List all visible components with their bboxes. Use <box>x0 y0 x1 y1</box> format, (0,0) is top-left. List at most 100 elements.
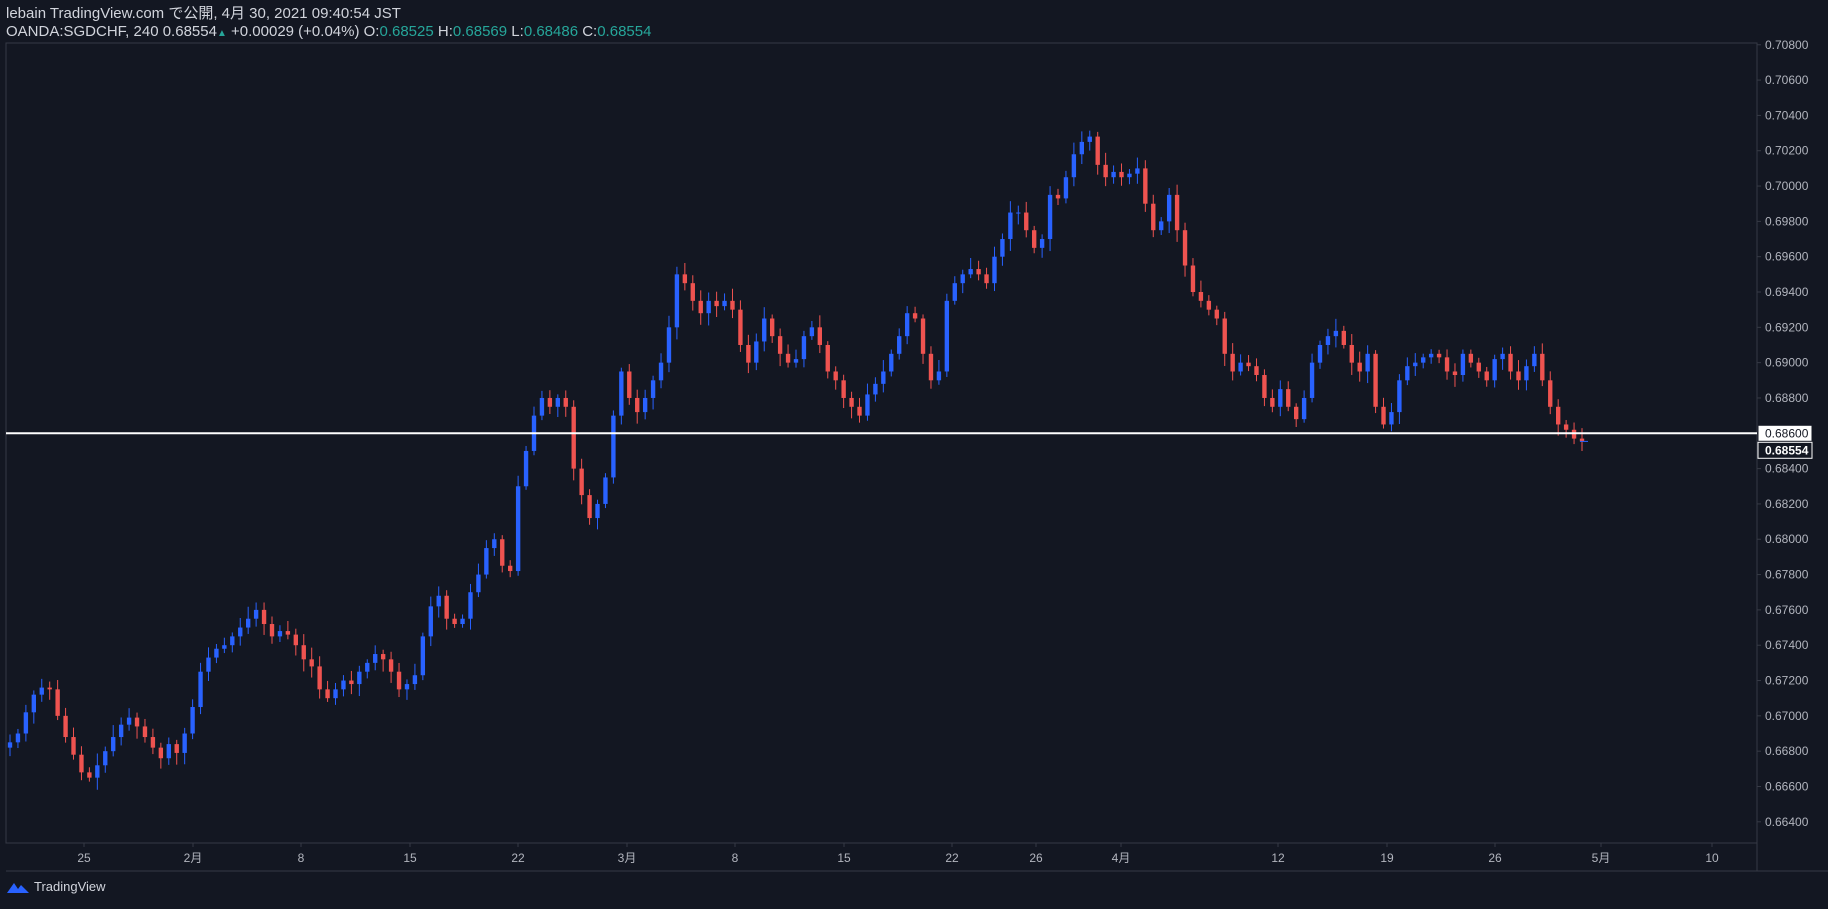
candle-body <box>1579 438 1585 442</box>
time-tick-label: 25 <box>77 851 91 865</box>
price-tick-label: 0.66400 <box>1765 815 1809 829</box>
candle-body <box>1174 194 1180 231</box>
candle-body <box>936 371 942 381</box>
candle-body <box>777 336 783 354</box>
candle-body <box>785 353 791 363</box>
time-tick-label: 8 <box>732 851 739 865</box>
candle-body <box>912 313 918 319</box>
candle-body <box>238 627 243 637</box>
candle-body <box>897 336 902 354</box>
candle-body <box>484 548 489 575</box>
candle-body <box>992 256 997 284</box>
candle-body <box>396 671 402 690</box>
candle-body <box>920 318 926 354</box>
candle-body <box>428 606 433 637</box>
price-tick-label: 0.68800 <box>1765 391 1809 405</box>
candle-body <box>1524 366 1529 381</box>
candle-body <box>1317 344 1323 363</box>
candle-body <box>904 313 910 337</box>
candle-body <box>507 565 513 572</box>
candle-body <box>158 747 164 759</box>
candle-body <box>1143 168 1148 204</box>
candle-body <box>1349 344 1354 363</box>
candle-body <box>603 477 608 504</box>
last-price-label-bg <box>1757 441 1813 459</box>
candle-body <box>23 712 29 734</box>
candle-body <box>587 495 592 519</box>
candle-body <box>706 300 711 314</box>
candle-body <box>253 609 259 619</box>
candle-body <box>452 618 457 625</box>
price-tick-label: 0.70000 <box>1765 179 1809 193</box>
price-axis: 0.70800 0.70600 0.70400 0.70200 0.70000 0.698… <box>1757 38 1809 829</box>
candle-body <box>1000 239 1005 257</box>
time-tick-label: 22 <box>945 851 959 865</box>
tradingview-footer[interactable]: TradingView <box>6 879 106 894</box>
time-axis: 25 2月 8 15 22 3月 8 15 22 26 4月 12 19 26 5月 10 <box>77 843 1719 865</box>
candle-body <box>1127 173 1132 178</box>
candle-body <box>849 397 854 407</box>
candle-body <box>460 618 465 625</box>
candle-body <box>198 671 203 708</box>
candle-body <box>166 744 171 759</box>
close-value: 0.68554 <box>597 23 652 40</box>
candle-body <box>515 486 521 572</box>
price-tick-label: 0.67600 <box>1765 603 1809 617</box>
candle-body <box>87 772 92 778</box>
candle-body <box>976 269 981 275</box>
time-tick-label: 2月 <box>184 851 203 865</box>
candle-body <box>769 318 775 337</box>
candle-body <box>1008 212 1013 240</box>
candle-body <box>960 274 965 284</box>
candle-body <box>492 539 497 549</box>
candle-body <box>817 327 823 345</box>
candle-body <box>547 397 553 407</box>
candle-body <box>714 300 719 307</box>
candle-body <box>1555 406 1561 425</box>
time-tick-label: 4月 <box>1112 851 1131 865</box>
candle-body <box>952 283 957 301</box>
candle-body <box>579 468 584 496</box>
candle-body <box>1436 353 1442 358</box>
candle-body <box>1222 318 1227 354</box>
low-label: L: <box>511 23 524 40</box>
candle-body <box>1476 362 1481 372</box>
candle-body <box>635 397 640 413</box>
candle-body <box>1238 362 1243 372</box>
candle-body <box>1135 168 1140 174</box>
candle-body <box>373 654 378 663</box>
candle-body <box>245 618 251 628</box>
candle-body <box>1087 136 1092 142</box>
time-tick-label: 15 <box>403 851 417 865</box>
candle-body <box>674 274 680 328</box>
candle-body <box>1262 375 1267 398</box>
high-value: 0.68569 <box>452 23 508 40</box>
candle-body <box>1397 380 1402 413</box>
candle-body <box>762 318 767 342</box>
last-price: 0.68554 <box>162 23 217 40</box>
price-tick-label: 0.70800 <box>1765 38 1809 52</box>
candle-body <box>404 684 410 690</box>
candle-body <box>611 415 616 478</box>
candle-body <box>142 726 148 738</box>
time-tick-label: 26 <box>1029 851 1043 865</box>
candle-body <box>754 341 759 363</box>
candle-body <box>1532 353 1537 367</box>
price-tick-label: 0.67000 <box>1765 709 1809 723</box>
candle-body <box>1540 353 1545 381</box>
tradingview-brand: TradingView <box>34 879 106 894</box>
candle-body <box>15 733 21 743</box>
candle-body <box>39 687 44 695</box>
candle-body <box>1095 136 1100 165</box>
time-tick-label: 19 <box>1380 851 1394 865</box>
candle-body <box>230 636 235 646</box>
plot-area-border <box>5 42 1758 844</box>
candle-body <box>261 609 267 625</box>
candle-body <box>174 744 179 753</box>
candle-body <box>793 359 799 363</box>
candle-body <box>182 733 187 753</box>
candle-body <box>1548 380 1553 407</box>
symbol-label: OANDA:SGDCHF, 240 <box>6 23 159 40</box>
candle-body <box>1468 353 1474 363</box>
